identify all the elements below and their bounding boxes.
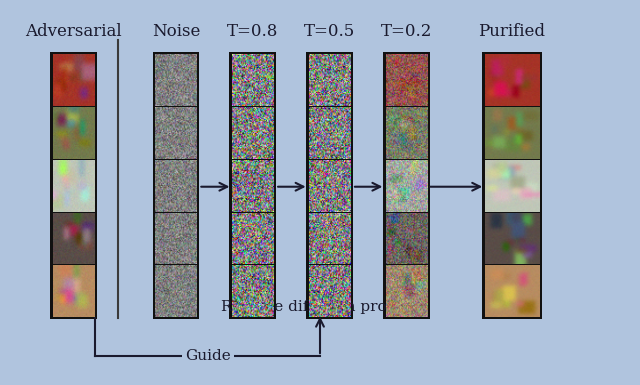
Bar	[383, 52, 430, 319]
Text: T=0.5: T=0.5	[304, 23, 355, 40]
Bar	[153, 52, 200, 319]
Text: Adversarial: Adversarial	[26, 23, 122, 40]
Bar	[483, 52, 541, 319]
Bar	[51, 52, 97, 319]
Bar	[230, 52, 276, 319]
Bar	[307, 52, 353, 319]
Text: Reverse diffusion process: Reverse diffusion process	[221, 300, 419, 314]
Text: Noise: Noise	[152, 23, 200, 40]
Text: Purified: Purified	[479, 23, 545, 40]
Text: T=0.2: T=0.2	[381, 23, 432, 40]
Text: Guide: Guide	[185, 349, 231, 363]
Text: T=0.8: T=0.8	[227, 23, 278, 40]
